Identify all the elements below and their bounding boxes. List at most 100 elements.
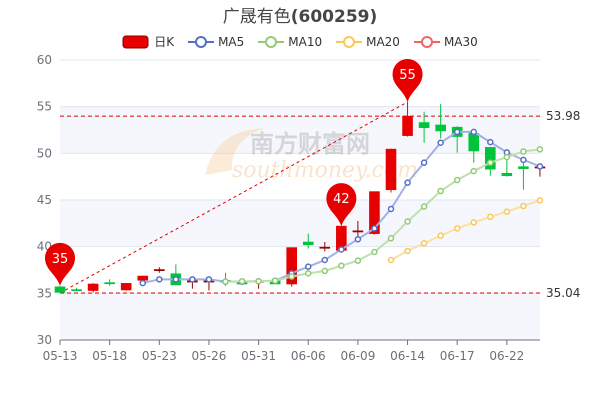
ma-point <box>453 225 461 232</box>
watermark-cn: 南方财富网 <box>250 130 370 158</box>
ma-point <box>205 276 213 283</box>
candle-body <box>87 283 99 291</box>
pin-label: 35 <box>52 252 69 267</box>
legend-item-ma5[interactable]: MA5 <box>188 34 244 50</box>
candle-body <box>71 289 82 292</box>
y-tick-label: 50 <box>37 146 52 160</box>
mark-line-label: 53.98 <box>546 109 580 123</box>
ma-point <box>470 219 477 226</box>
ma-point <box>271 277 279 284</box>
x-tick-label: 06-14 <box>390 349 425 363</box>
legend-label: MA30 <box>443 34 478 49</box>
ma-point <box>387 205 395 213</box>
ma-point <box>453 128 461 136</box>
line-legend-icon <box>336 35 363 48</box>
ma-point <box>487 159 494 166</box>
legend-item-ma20[interactable]: MA20 <box>336 34 400 50</box>
y-tick-label: 60 <box>37 53 52 67</box>
x-tick-label: 06-06 <box>291 349 326 363</box>
legend-label: MA20 <box>366 34 400 49</box>
ma-point <box>371 225 378 232</box>
pin-shape <box>326 183 357 227</box>
candle-legend-icon <box>122 35 149 48</box>
legend-label: MA10 <box>288 34 323 49</box>
ma-point <box>437 187 444 195</box>
ma-point <box>354 257 362 264</box>
ma-point <box>305 270 312 277</box>
mark-pin: 35 <box>45 242 75 286</box>
line-legend-icon <box>258 35 285 48</box>
ma-point <box>520 202 527 210</box>
ma-point <box>487 138 494 146</box>
ma-point <box>387 235 395 242</box>
x-tick-label: 06-17 <box>440 349 475 363</box>
y-tick-label: 30 <box>37 333 52 347</box>
x-tick-label: 06-22 <box>489 349 524 363</box>
candle-body <box>104 282 115 285</box>
y-tick-label: 55 <box>37 100 52 114</box>
candle-body <box>54 286 66 293</box>
candle-body <box>319 246 331 249</box>
ma-point <box>420 159 428 166</box>
ma-point <box>536 163 544 170</box>
candle-body <box>402 115 413 136</box>
ma-point <box>503 208 511 215</box>
mark-line-label: 35.04 <box>546 286 580 300</box>
ma-point <box>238 277 246 285</box>
ma-point <box>470 128 477 136</box>
candle-body <box>385 148 397 191</box>
x-tick-label: 06-09 <box>340 349 375 363</box>
ma-point <box>487 213 494 221</box>
chart-title: 广晟有色(600259) <box>0 2 600 27</box>
y-tick-label: 45 <box>37 193 52 207</box>
pin-shape <box>45 242 75 286</box>
circle-swatch <box>265 35 278 48</box>
circle-swatch <box>420 35 433 48</box>
ma-point <box>470 167 477 175</box>
ma-point <box>321 256 329 264</box>
split-band <box>60 200 540 247</box>
pin-label: 42 <box>333 192 350 207</box>
ma-point <box>354 235 362 243</box>
candle-body <box>369 191 380 234</box>
ma-point <box>437 232 444 239</box>
candle-body <box>501 173 513 177</box>
ma-point <box>437 139 444 146</box>
ma-point <box>503 153 511 161</box>
x-tick-label: 05-26 <box>192 349 227 363</box>
trend-line <box>59 101 408 294</box>
line-legend-icon <box>413 35 440 48</box>
split-band <box>60 293 540 340</box>
ma-point <box>172 276 180 283</box>
candle-body <box>435 124 446 132</box>
ma-point <box>255 277 262 285</box>
legend-item-ma10[interactable]: MA10 <box>258 34 322 50</box>
stock-code: (600259) <box>290 7 378 27</box>
ma-point <box>139 279 146 287</box>
candle-body <box>120 283 132 291</box>
legend: 日K MA5 MA10 MA20 MA30 <box>0 33 600 50</box>
x-tick-label: 05-23 <box>142 349 177 363</box>
circle-swatch <box>195 35 208 48</box>
ma-point <box>189 276 196 283</box>
legend-label: MA5 <box>218 34 245 49</box>
legend-item-日k[interactable]: 日K <box>122 33 174 50</box>
ma-point <box>404 179 411 186</box>
watermark-swoosh <box>205 128 265 175</box>
ma-point <box>222 278 229 285</box>
candle-body <box>137 275 149 281</box>
candle-body <box>468 133 480 152</box>
ma-point <box>536 197 544 204</box>
x-tick-label: 05-18 <box>92 349 127 363</box>
ma-point <box>420 240 428 247</box>
circle-swatch <box>343 35 356 48</box>
ma-point <box>288 273 295 280</box>
ma-point <box>305 263 312 270</box>
mark-pin: 55 <box>392 59 423 102</box>
ma-point <box>338 262 345 269</box>
legend-item-ma30[interactable]: MA30 <box>413 34 478 50</box>
ma-point <box>321 267 329 275</box>
candle-body <box>518 166 529 169</box>
candle-body <box>418 122 430 128</box>
